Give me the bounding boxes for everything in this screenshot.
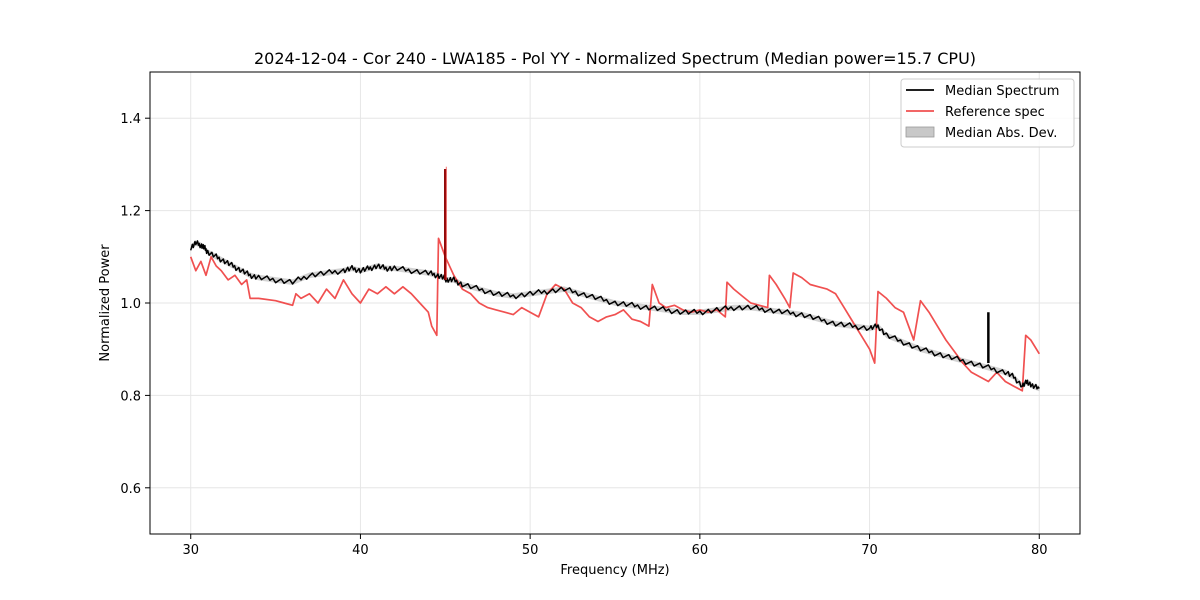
y-tick-label: 0.6 bbox=[120, 482, 141, 497]
y-tick-label: 1.4 bbox=[120, 112, 141, 127]
legend-label-reference: Reference spec bbox=[945, 105, 1045, 120]
legend: Median Spectrum Reference spec Median Ab… bbox=[900, 78, 1075, 148]
y-tick-label: 1.2 bbox=[120, 205, 141, 220]
median-spectrum-line bbox=[189, 240, 1040, 390]
x-tick-label: 40 bbox=[352, 543, 369, 558]
y-axis-label: Normalized Power bbox=[98, 244, 113, 362]
x-axis-label: Frequency (MHz) bbox=[560, 563, 669, 578]
y-tick-label: 0.8 bbox=[120, 389, 141, 404]
y-tick-label: 1.0 bbox=[120, 297, 141, 312]
x-tick-label: 60 bbox=[692, 543, 709, 558]
legend-label-mad: Median Abs. Dev. bbox=[945, 126, 1057, 141]
x-tick-label: 30 bbox=[182, 543, 199, 558]
legend-label-median: Median Spectrum bbox=[945, 84, 1059, 99]
legend-swatch-mad bbox=[905, 126, 935, 138]
x-tick-label: 80 bbox=[1031, 543, 1048, 558]
chart-title: 2024-12-04 - Cor 240 - LWA185 - Pol YY -… bbox=[254, 49, 976, 68]
ticks: 30 40 50 60 70 80 0.6 0.8 1.0 1.2 1.4 bbox=[120, 112, 1047, 558]
x-tick-label: 70 bbox=[861, 543, 878, 558]
legend-box bbox=[900, 78, 1075, 148]
reference-spectrum-line bbox=[189, 237, 1041, 392]
x-tick-label: 50 bbox=[522, 543, 539, 558]
plot-area bbox=[189, 166, 1041, 392]
